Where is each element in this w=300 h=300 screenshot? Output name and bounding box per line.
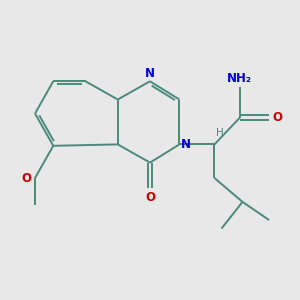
Text: NH₂: NH₂ xyxy=(227,72,252,85)
Text: O: O xyxy=(22,172,32,184)
Text: H: H xyxy=(216,128,224,138)
Text: N: N xyxy=(181,138,191,151)
Text: O: O xyxy=(145,191,155,204)
Text: O: O xyxy=(272,111,282,124)
Text: N: N xyxy=(145,67,155,80)
